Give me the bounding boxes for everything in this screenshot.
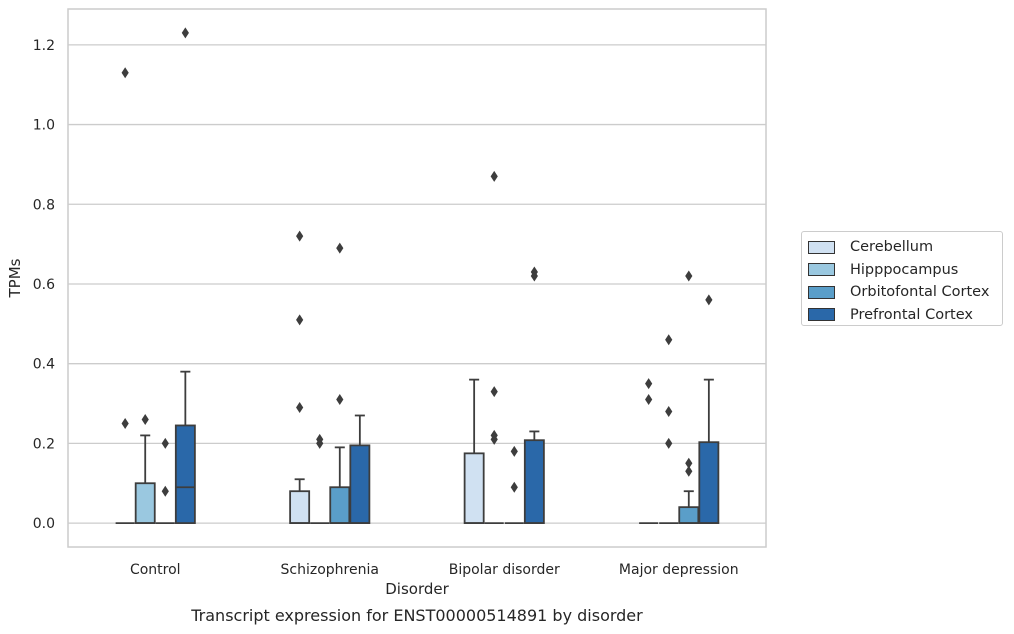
y-tick-label: 0.6: [33, 277, 55, 293]
box-cerebellum: [463, 452, 485, 524]
y-tick-labels: 0.0 0.2 0.4 0.6 0.8 1.0 1.2: [33, 38, 55, 532]
outlier-point: [161, 437, 169, 449]
legend-item: Cerebellum: [808, 236, 1002, 259]
legend-swatch: [808, 285, 835, 299]
outlier-point: [121, 417, 129, 429]
outlier-point: [685, 465, 693, 477]
outlier-point: [665, 406, 673, 418]
plot-boxes: [115, 370, 720, 524]
outlier-point: [490, 170, 498, 182]
outlier-point: [705, 294, 713, 306]
gridlines: [68, 44, 766, 524]
outlier-point: [296, 230, 304, 242]
outlier-point: [530, 266, 538, 278]
legend-swatch: [808, 263, 835, 277]
outlier-point: [685, 457, 693, 469]
y-tick-label: 0.0: [33, 516, 55, 532]
outlier-point: [510, 445, 518, 457]
plot-outliers: [121, 27, 713, 497]
y-tick-label: 1.2: [33, 38, 55, 54]
outlier-point: [665, 334, 673, 346]
outlier-point: [510, 481, 518, 493]
outlier-point: [121, 67, 129, 79]
legend-item: Orbitofontal Cortex: [808, 281, 1002, 304]
outlier-point: [665, 437, 673, 449]
x-tick-label: Major depression: [619, 562, 739, 578]
box-orbitofontal-cortex: [329, 486, 351, 524]
outlier-point: [685, 270, 693, 282]
box-prefrontal-cortex: [174, 424, 196, 524]
y-tick-label: 0.4: [33, 357, 55, 373]
y-tick-label: 0.8: [33, 197, 55, 213]
outlier-point: [336, 394, 344, 406]
outlier-point: [296, 314, 304, 326]
outlier-point: [296, 402, 304, 414]
x-tick-label: Schizophrenia: [281, 562, 379, 578]
x-tick-labels: Control Schizophrenia Bipolar disorder Majo…: [130, 562, 739, 578]
x-tick-label: Control: [130, 562, 181, 578]
outlier-point: [181, 27, 189, 39]
y-tick-label: 1.0: [33, 118, 55, 134]
outlier-point: [645, 394, 653, 406]
box-prefrontal-cortex: [523, 439, 545, 524]
outlier-point: [141, 413, 149, 425]
legend-swatch: [808, 240, 835, 254]
legend-label: Orbitofontal Cortex: [850, 284, 990, 301]
outlier-point: [336, 242, 344, 254]
chart-caption: Transcript expression for ENST0000051489…: [191, 606, 643, 625]
legend-label: Cerebellum: [850, 239, 934, 256]
legend: Cerebellum Hipppocampus Orbitofontal Corte…: [801, 231, 1003, 326]
plot-frame: [67, 8, 767, 548]
outlier-point: [645, 378, 653, 390]
x-tick-label: Bipolar disorder: [449, 562, 560, 578]
y-axis-label: TPMs: [6, 258, 24, 298]
y-tick-label: 0.2: [33, 436, 55, 452]
box-prefrontal-cortex: [349, 444, 371, 524]
legend-label: Hipppocampus: [850, 261, 959, 278]
box-prefrontal-cortex: [698, 441, 720, 524]
legend-label: Prefrontal Cortex: [850, 306, 973, 323]
box-cerebellum: [289, 490, 311, 524]
legend-item: Prefrontal Cortex: [808, 304, 1002, 327]
x-axis-label: Disorder: [385, 580, 449, 598]
outlier-point: [490, 429, 498, 441]
outlier-point: [316, 433, 324, 445]
outlier-point: [161, 485, 169, 497]
legend-swatch: [808, 308, 835, 322]
legend-item: Hipppocampus: [808, 259, 1002, 282]
outlier-point: [490, 386, 498, 398]
box-orbitofontal-cortex: [678, 506, 700, 524]
box-hipppocampus: [134, 482, 156, 524]
